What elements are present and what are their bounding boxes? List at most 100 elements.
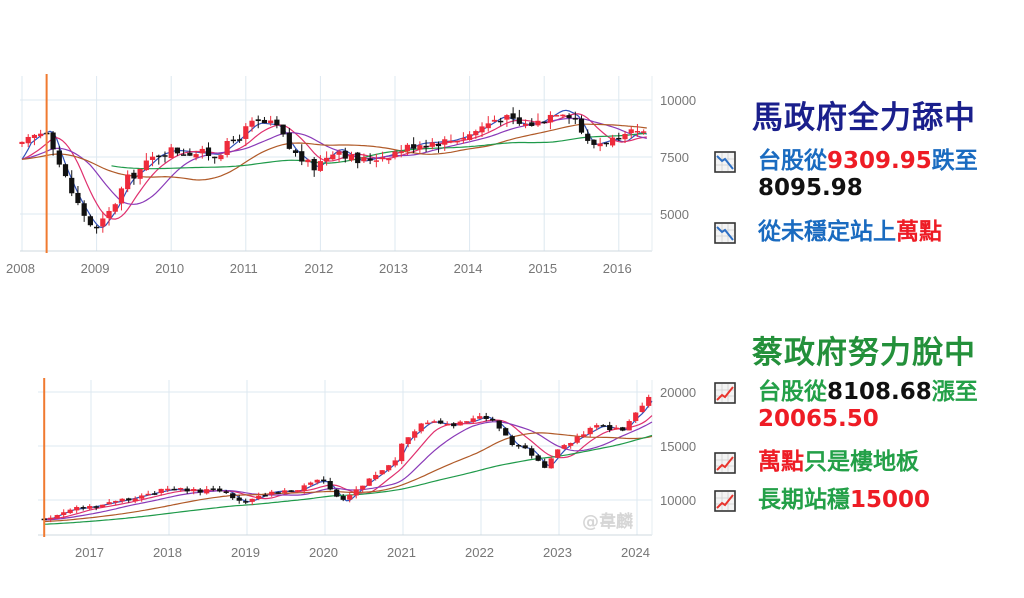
candle-down: [600, 425, 606, 427]
candle-down: [509, 436, 515, 445]
candle-up: [317, 161, 323, 171]
candle-up: [204, 489, 210, 494]
bullet-line1: 台股從9309.95跌至: [758, 148, 978, 175]
candle-up: [594, 425, 600, 428]
candle-up: [324, 157, 330, 162]
candle-up: [626, 421, 632, 431]
candle-down: [516, 117, 522, 124]
candle-down: [483, 415, 489, 419]
candle-up: [74, 507, 80, 511]
candle-up: [392, 460, 398, 466]
candle-down: [94, 226, 100, 229]
candle-down: [616, 137, 622, 140]
candle-up: [404, 144, 411, 152]
candle-up: [218, 155, 224, 160]
y-tick-label: 10000: [660, 493, 696, 508]
candle-up: [336, 151, 342, 155]
candle-up: [19, 141, 25, 144]
moving-average-line: [21, 117, 647, 205]
bullet-line1: 萬點只是樓地板: [758, 449, 919, 476]
candle-down: [578, 118, 585, 133]
candle-down: [607, 425, 613, 430]
x-tick-label: 2014: [454, 261, 483, 276]
candle-down: [321, 479, 327, 482]
candle-up: [548, 458, 554, 469]
chart-increasing-icon: [714, 452, 736, 474]
candle-up: [535, 120, 541, 126]
text-segment: 台股從: [758, 379, 827, 405]
candle-down: [80, 507, 86, 509]
candle-down: [62, 164, 69, 177]
candle-up: [348, 154, 355, 161]
candle-down: [542, 461, 548, 468]
x-tick-label: 2016: [603, 261, 632, 276]
candle-down: [516, 445, 522, 447]
candle-up: [429, 142, 435, 147]
candle-up: [168, 147, 174, 159]
candle-down: [197, 489, 203, 493]
candle-up: [568, 443, 574, 446]
candle-down: [529, 122, 535, 126]
x-tick-label: 2024: [621, 545, 650, 560]
candle-down: [342, 150, 348, 159]
candle-up: [477, 416, 483, 419]
candle-up: [193, 154, 199, 158]
candle-up: [467, 134, 473, 140]
candle-up: [639, 405, 645, 413]
candle-down: [275, 492, 281, 494]
candle-down: [503, 428, 509, 436]
candle-up: [373, 474, 379, 480]
candle-up: [628, 129, 634, 134]
candle-up: [379, 157, 386, 159]
candle-down: [223, 491, 229, 493]
y-tick-label: 20000: [660, 385, 696, 400]
moving-average-line: [44, 421, 653, 521]
candle-up: [646, 396, 652, 406]
candle-up: [106, 210, 112, 219]
candle-up: [149, 156, 156, 160]
bullet-tsai-1: 萬點只是樓地板: [714, 449, 919, 476]
candle-up: [199, 148, 205, 154]
x-tick-label: 2017: [75, 545, 104, 560]
candle-down: [522, 445, 528, 449]
candle-up: [373, 160, 379, 162]
candle-up: [491, 119, 498, 122]
candle-up: [143, 160, 149, 171]
moving-average-line: [44, 415, 653, 520]
candle-up: [165, 488, 171, 491]
bullet-line1: 長期站穩15000: [758, 487, 930, 514]
candle-down: [411, 144, 417, 149]
candle-down: [566, 115, 572, 118]
moving-average-line: [111, 132, 647, 170]
candle-up: [118, 188, 125, 204]
bullet-ma-1: 從未穩定站上萬點: [714, 219, 942, 246]
candle-down: [187, 152, 193, 156]
candle-up: [473, 131, 479, 136]
candle-up: [587, 427, 593, 435]
text-segment: 萬點: [758, 449, 804, 475]
candle-up: [256, 495, 262, 499]
candle-down: [286, 132, 292, 149]
bullet-line2: 20065.50: [758, 406, 978, 433]
candle-down: [255, 119, 261, 122]
candle-up: [268, 120, 274, 124]
bullet-tsai-2: 長期站穩15000: [714, 487, 930, 514]
candle-up: [31, 134, 38, 138]
candle-up: [305, 159, 311, 163]
candle-up: [38, 133, 44, 137]
candle-down: [156, 155, 162, 158]
candle-up: [522, 123, 529, 126]
candle-up: [431, 421, 437, 423]
chart-decreasing-icon: [714, 222, 736, 244]
moving-average-line: [21, 123, 647, 181]
candle-down: [262, 494, 268, 497]
candle-up: [555, 449, 561, 458]
chart-increasing-icon: [714, 490, 736, 512]
candle-up: [633, 412, 639, 421]
x-tick-label: 2021: [387, 545, 416, 560]
y-tick-label: 10000: [660, 93, 696, 108]
candle-up: [145, 493, 151, 496]
candle-up: [191, 488, 197, 492]
chart-ma-era: 5000 7500 10000 2008 2009 2010 2011 2012 2013 201…: [6, 74, 696, 276]
candle-down: [280, 124, 286, 135]
